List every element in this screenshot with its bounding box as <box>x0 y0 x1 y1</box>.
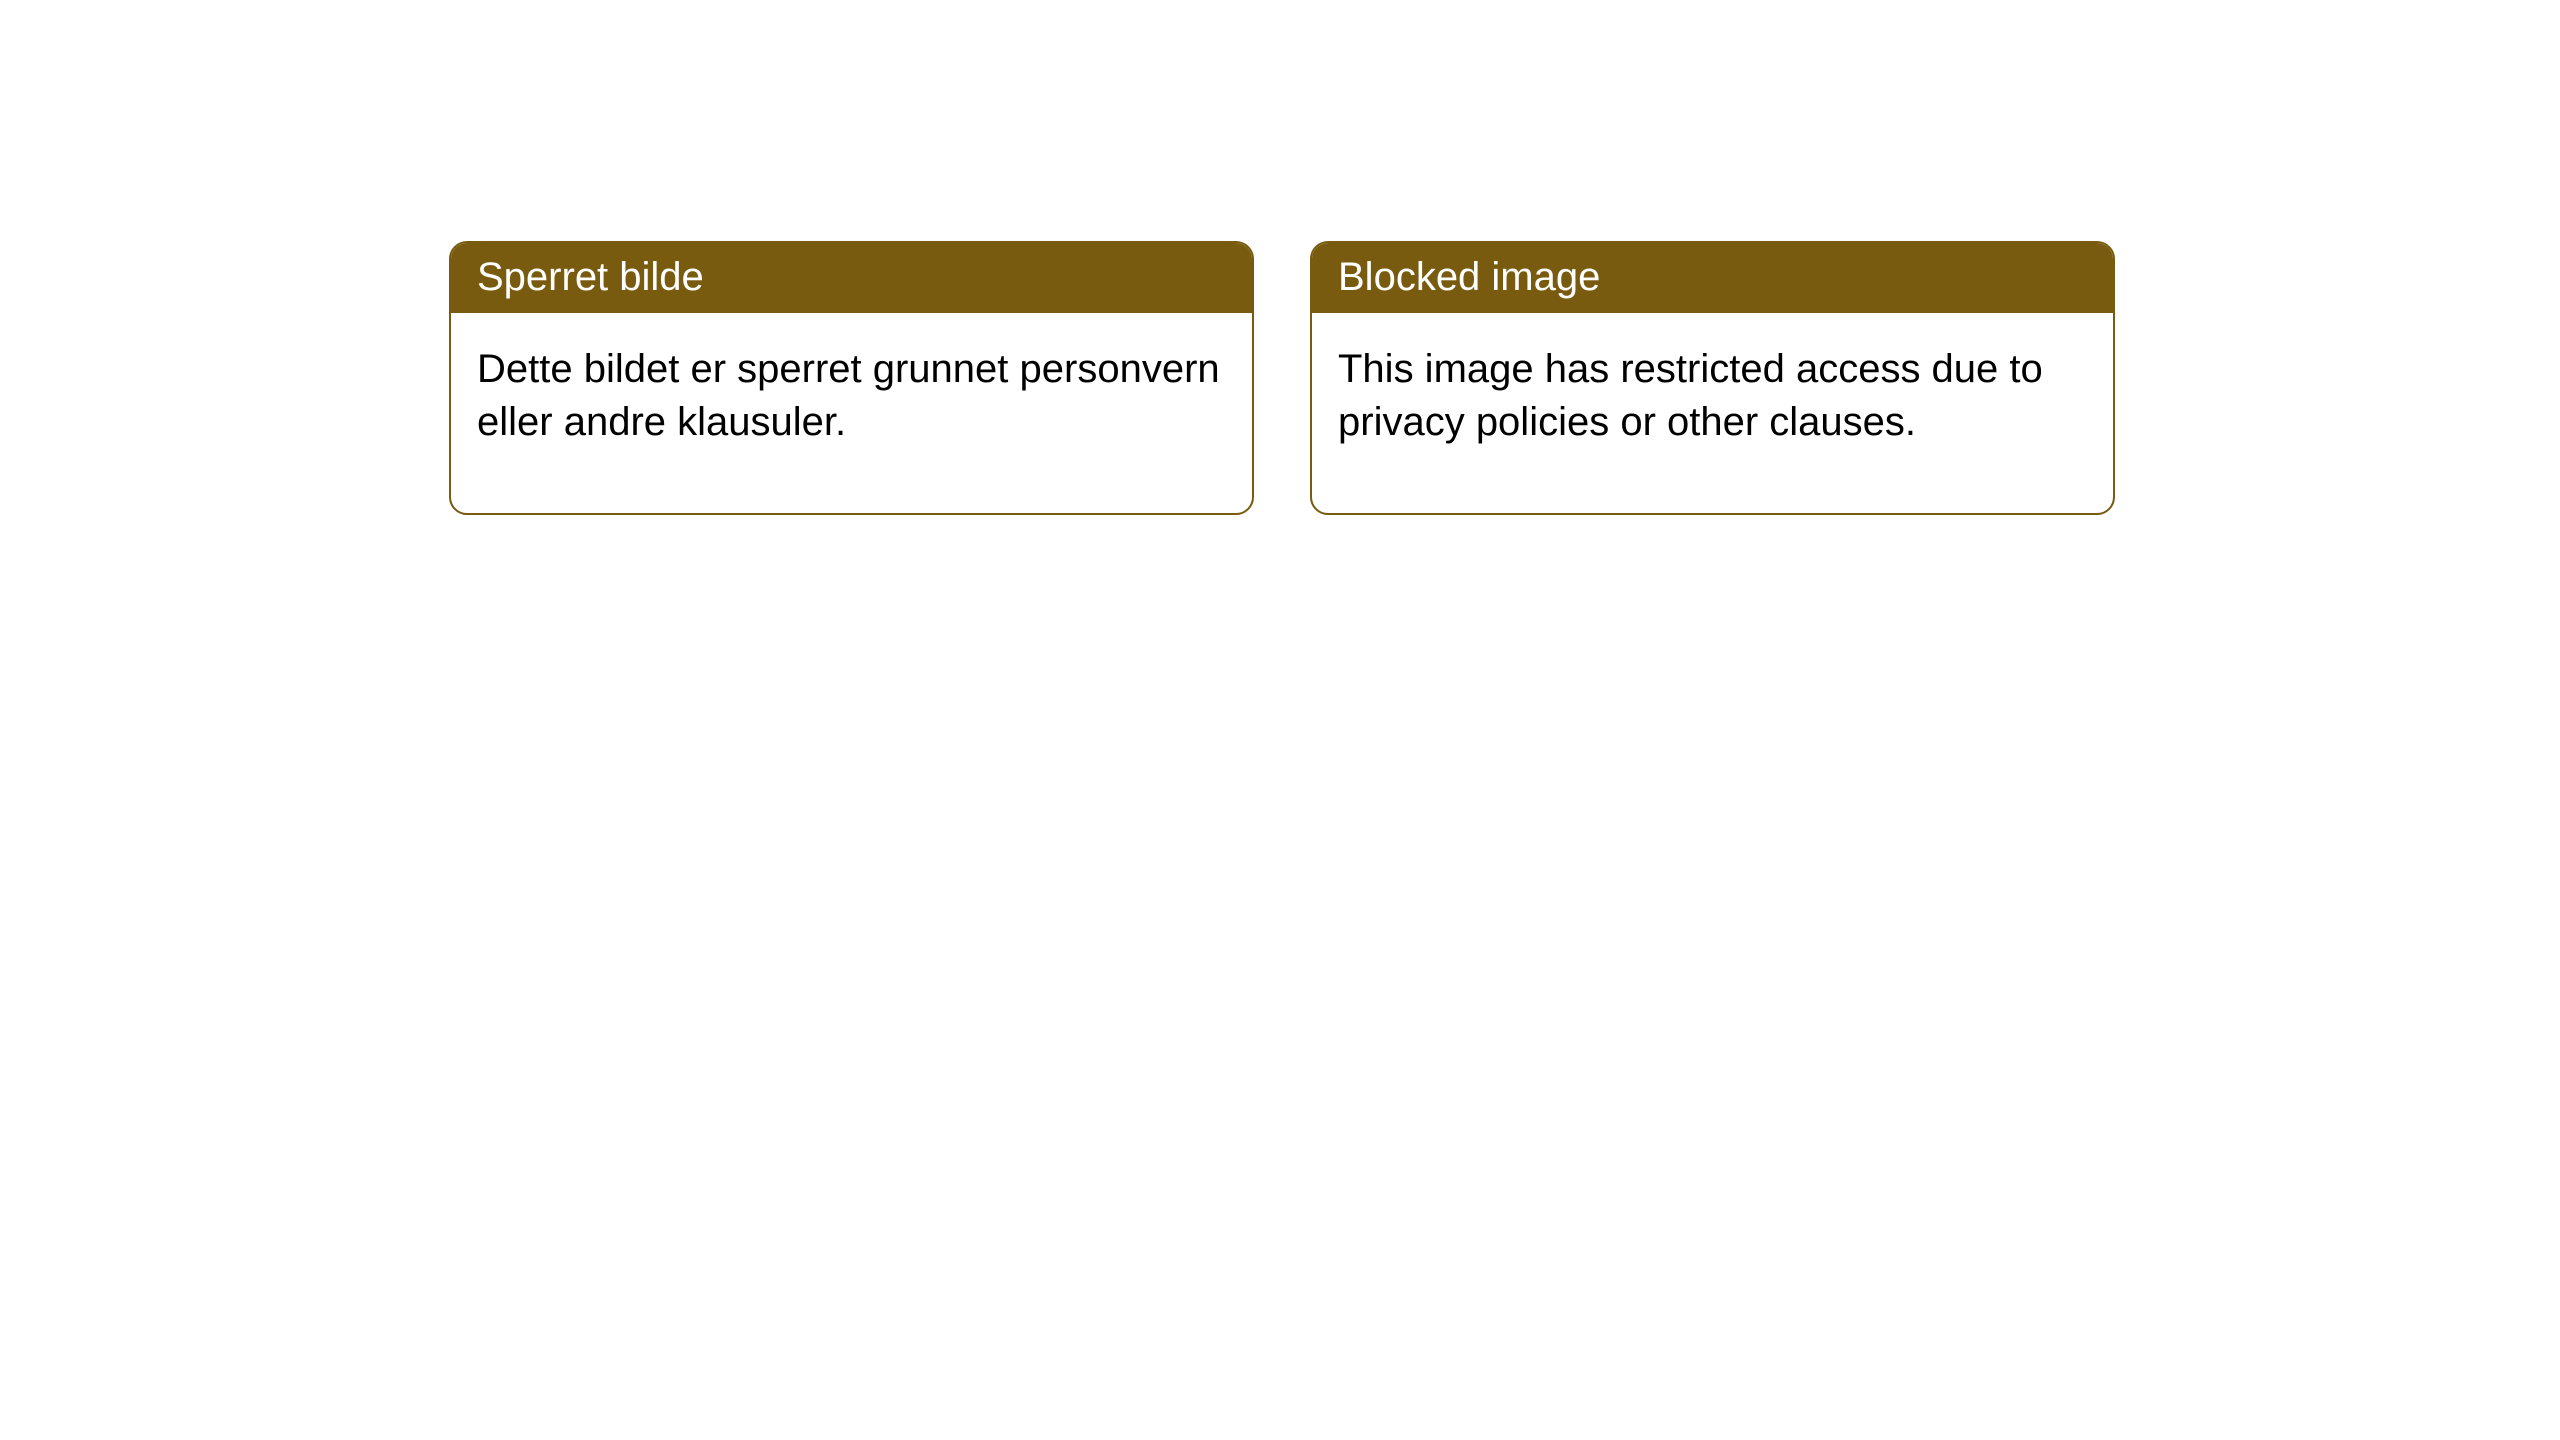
notice-cards-container: Sperret bilde Dette bildet er sperret gr… <box>449 241 2115 515</box>
notice-card-english: Blocked image This image has restricted … <box>1310 241 2115 515</box>
notice-card-body: This image has restricted access due to … <box>1312 313 2113 513</box>
notice-card-norwegian: Sperret bilde Dette bildet er sperret gr… <box>449 241 1254 515</box>
notice-card-title: Blocked image <box>1312 243 2113 313</box>
notice-card-title: Sperret bilde <box>451 243 1252 313</box>
notice-card-body: Dette bildet er sperret grunnet personve… <box>451 313 1252 513</box>
